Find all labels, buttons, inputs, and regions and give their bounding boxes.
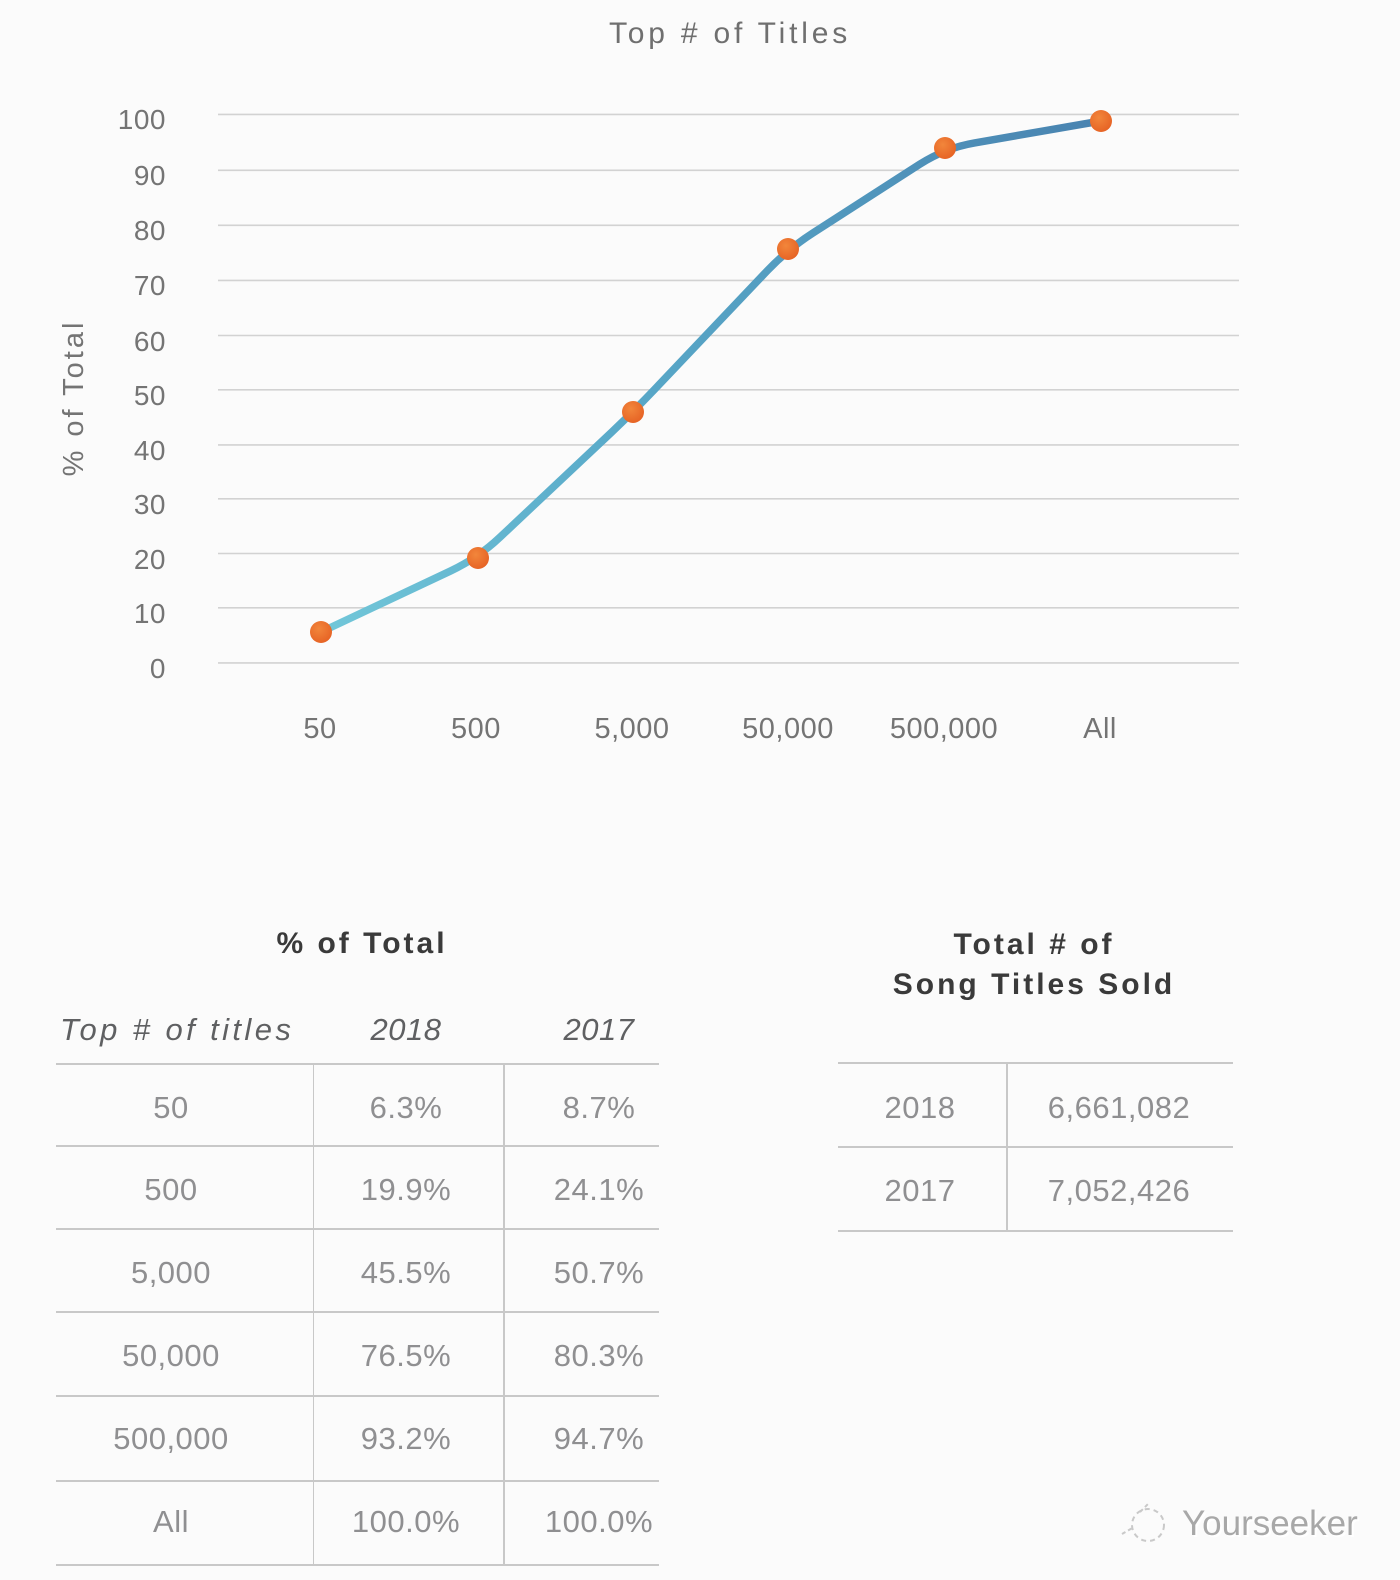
- svg-text:Yourseeker: Yourseeker: [1182, 1504, 1358, 1543]
